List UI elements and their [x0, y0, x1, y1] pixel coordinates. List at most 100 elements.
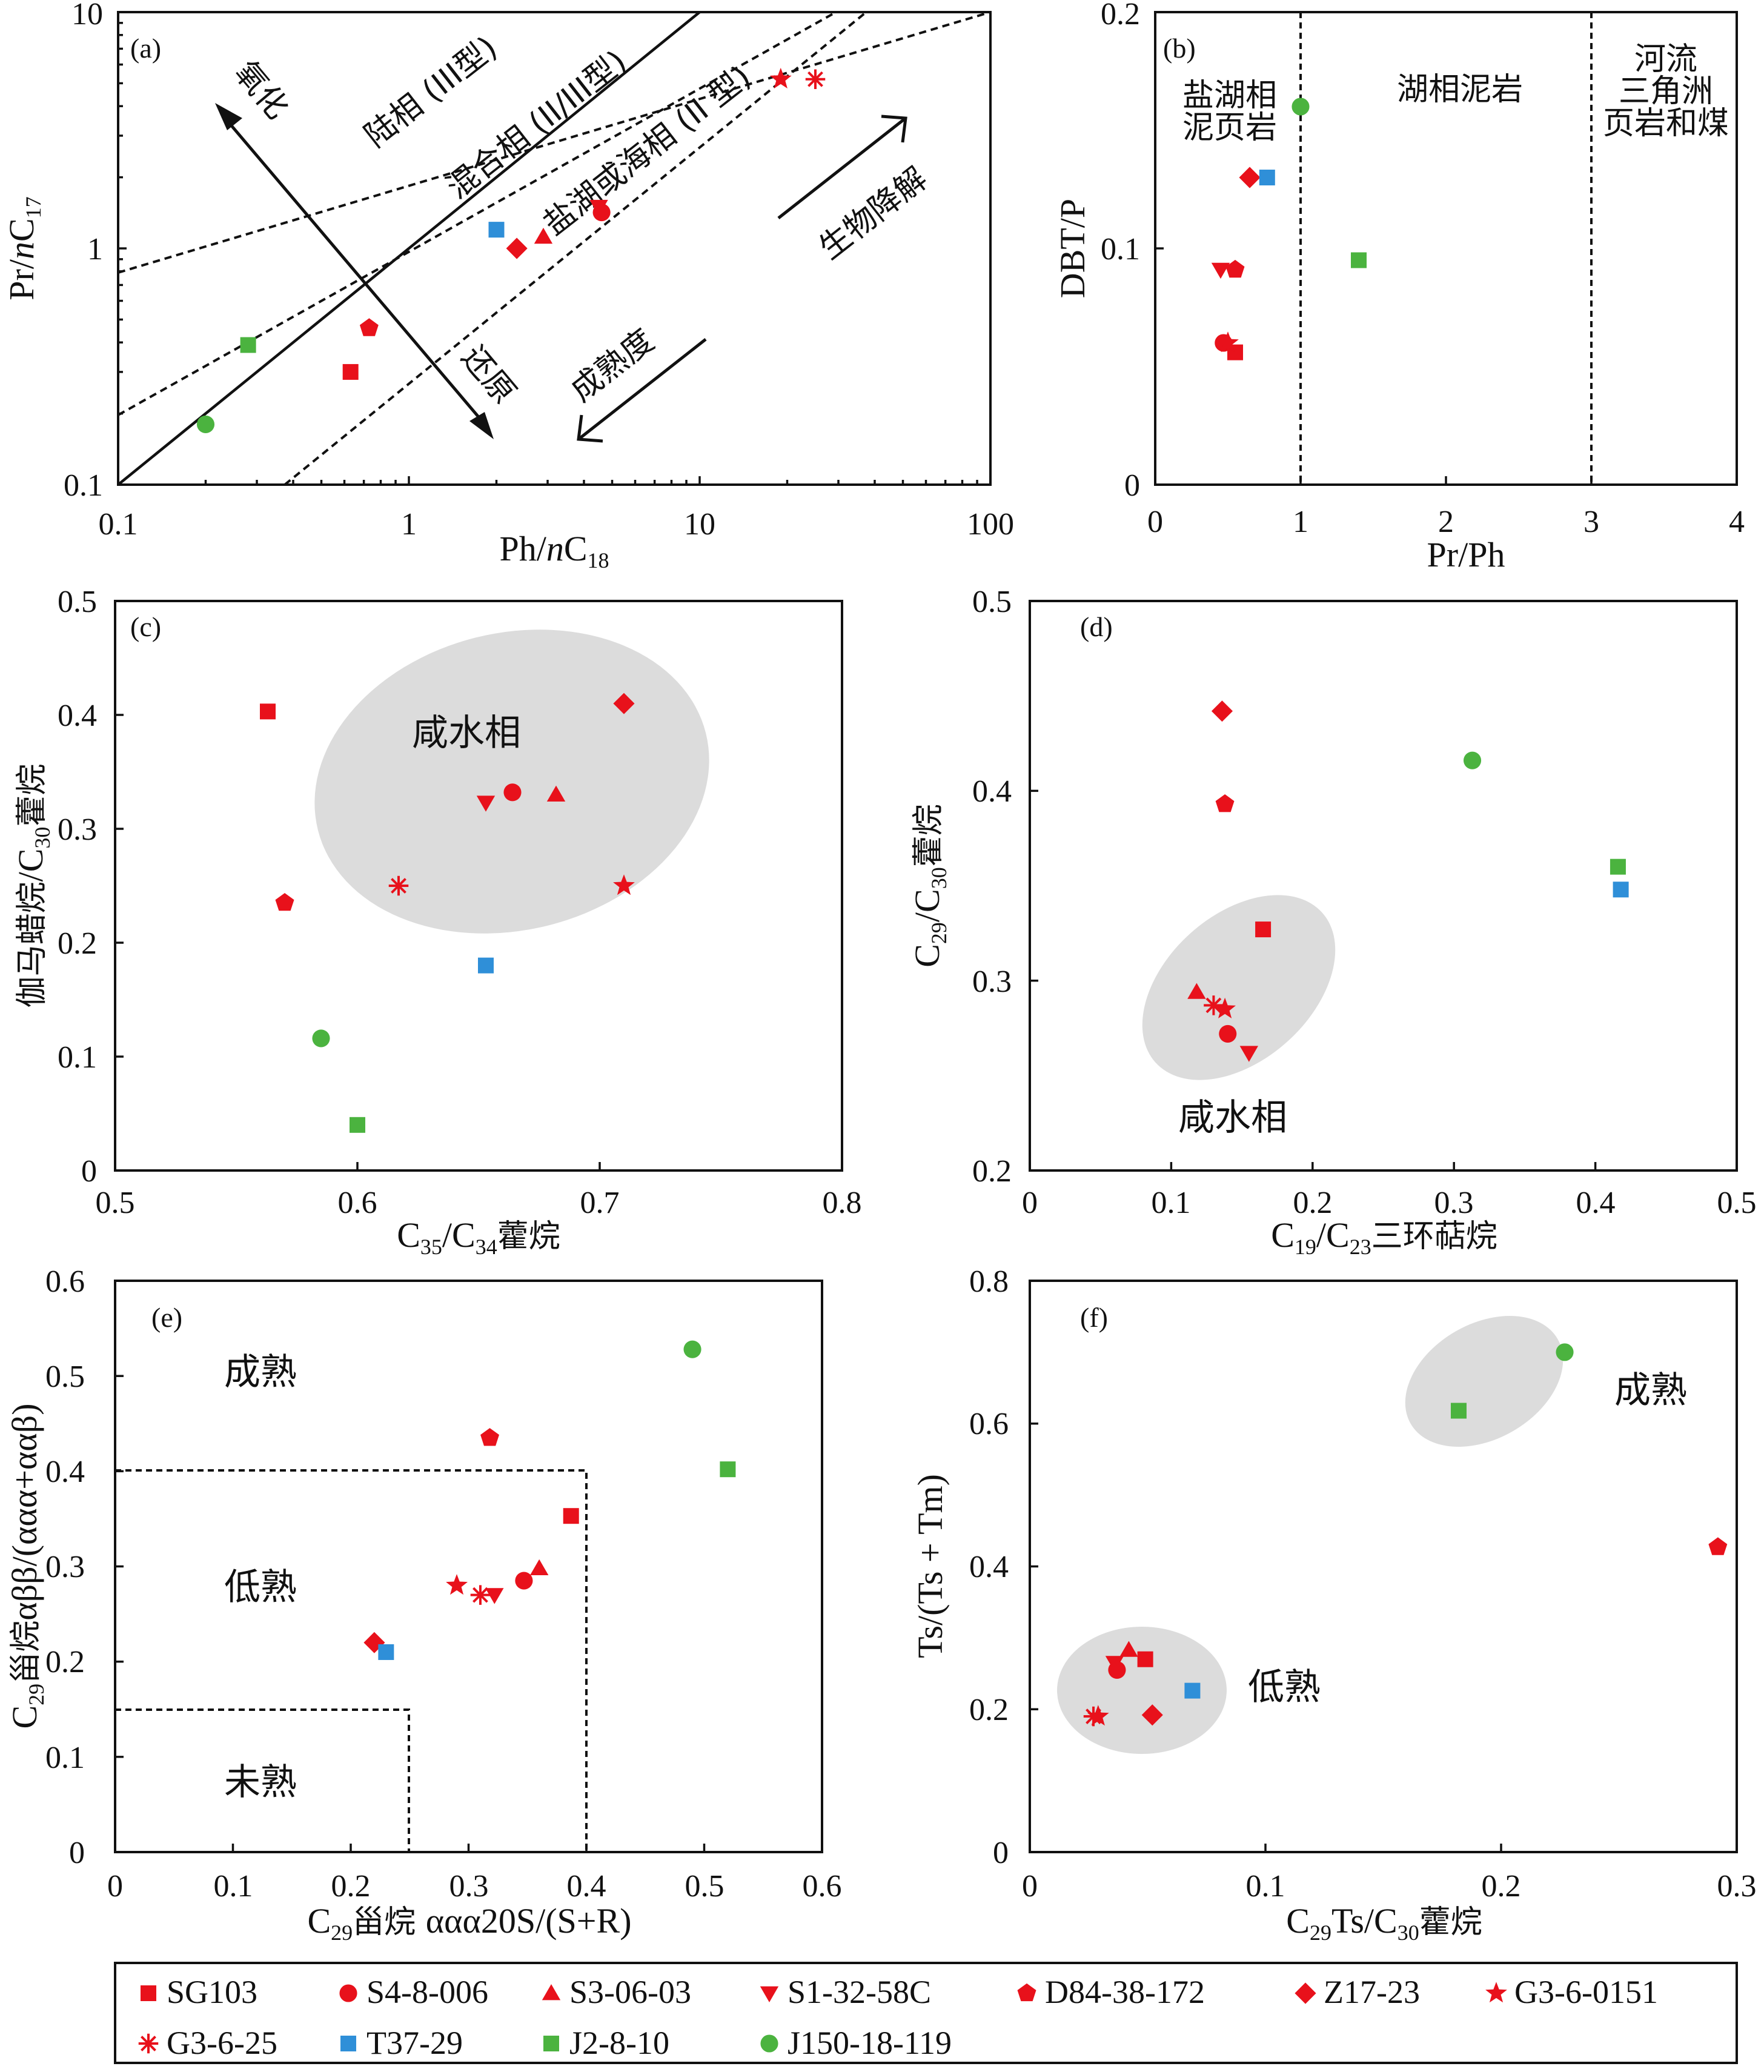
- arrow-head-reduction: [469, 412, 494, 439]
- data-point-g3-6-25: [388, 875, 409, 896]
- legend-marker-s1-32-58c: [760, 1986, 779, 2002]
- panel-f: (f) 成熟 低熟 0 0.1 0.2 0.3 0 0.2 0.4 0.6 0.…: [910, 1264, 1757, 1945]
- panel-b-axes: 0 1 2 3 4 0 0.1 0.2: [1101, 0, 1745, 539]
- panel-d-ytick: 0.3: [972, 965, 1012, 999]
- data-point-t37-29: [478, 957, 494, 974]
- panel-tick-marks: [114, 600, 843, 1172]
- zone-label-delta: 三角洲: [1619, 73, 1713, 110]
- data-point-s1-32-58c: [476, 795, 496, 812]
- data-point-s3-06-03: [534, 227, 553, 244]
- data-point-j150-18-119: [312, 1029, 330, 1048]
- data-point-d84-38-172: [1708, 1537, 1728, 1555]
- panel-b-ytick: 0: [1124, 468, 1140, 503]
- panel-c-xtick: 0.6: [338, 1186, 377, 1220]
- panel-f-xlabel: C29Ts/C30藿烷: [1286, 1901, 1482, 1945]
- legend-label: D84-38-172: [1045, 1974, 1205, 2010]
- data-point-g3-6-0151: [446, 1574, 468, 1595]
- panel-d-xlabel: C19/C23三环萜烷: [1271, 1215, 1497, 1259]
- panel-d-xtick: 0.5: [1717, 1186, 1757, 1220]
- legend-label: S1-32-58C: [788, 1974, 931, 2010]
- data-point-s3-06-03: [530, 1559, 549, 1575]
- legend-label: SG103: [167, 1974, 257, 2010]
- panel-d-xtick: 0.4: [1576, 1186, 1616, 1220]
- panel-d-xtick: 0.3: [1434, 1186, 1474, 1220]
- panel-f-label: (f): [1080, 1302, 1108, 1333]
- data-point-s1-32-58c: [1105, 1656, 1124, 1672]
- panel-d-zone-label: 咸水相: [1178, 1097, 1287, 1139]
- data-point-s1-32-58c: [485, 1588, 504, 1604]
- panel-e-xtick: 0: [107, 1869, 123, 1904]
- maturity-label: 成熟度: [564, 322, 661, 409]
- data-point-j2-8-10: [720, 1461, 736, 1478]
- panel-b-ylabel: DBT/P: [1053, 199, 1092, 298]
- panel-d-ytick: 0.4: [972, 774, 1012, 809]
- panel-c-xtick: 0.8: [823, 1186, 862, 1220]
- data-point-sg103: [260, 703, 276, 720]
- zone-label-low-mature: 低熟: [1248, 1666, 1321, 1708]
- zone-label-immature: 未熟: [224, 1761, 297, 1804]
- legend-label: T37-29: [366, 2025, 463, 2061]
- legend-marker-sg103: [141, 1985, 156, 2001]
- panel-a-xtick: 10: [684, 507, 715, 542]
- panel-tick-marks: [117, 11, 992, 486]
- data-point-s1-32-58c: [1211, 262, 1230, 279]
- data-point-z17-23: [1239, 167, 1261, 188]
- panel-c-zone-label: 咸水相: [412, 712, 521, 754]
- panel-f-ytick: 0.2: [969, 1693, 1009, 1727]
- panel-e-ytick: 0.4: [45, 1455, 85, 1489]
- data-point-z17-23: [506, 237, 528, 259]
- panel-e-ytick: 0: [69, 1836, 85, 1870]
- panel-d-saline-zone: [1142, 895, 1336, 1080]
- data-point-sg103: [1255, 921, 1272, 938]
- panel-c-ytick: 0.1: [58, 1040, 97, 1075]
- zone-label-shale-coal: 页岩和煤: [1603, 105, 1729, 142]
- panel-c-ylabel: 伽马蜡烷/C30藿烷: [11, 764, 55, 1008]
- oxidation-label: 氧化: [227, 55, 296, 126]
- legend-marker-g3-6-25: [138, 2033, 159, 2054]
- data-point-g3-6-0151: [769, 67, 792, 88]
- data-point-s3-06-03: [1187, 983, 1206, 999]
- panel-e-frame: [114, 1280, 823, 1853]
- data-point-sg103: [1137, 1651, 1153, 1667]
- panel-f-xtick: 0.3: [1717, 1869, 1757, 1904]
- data-point-z17-23: [363, 1632, 385, 1653]
- panel-b-xtick: 2: [1438, 505, 1454, 539]
- panel-d-axes: 0 0.1 0.2 0.3 0.4 0.5 0.2 0.3 0.4 0.5: [972, 585, 1757, 1220]
- data-points: [114, 11, 1738, 1853]
- data-point-z17-23: [1141, 1704, 1163, 1726]
- zone-label-low-mature: 低熟: [224, 1566, 297, 1609]
- panel-d-ylabel: C29/C30藿烷: [907, 804, 951, 968]
- legend-markers: [138, 1982, 1507, 2054]
- panel-f-xtick: 0.1: [1246, 1869, 1285, 1904]
- panel-b-xtick: 3: [1583, 505, 1599, 539]
- panel-d-ytick: 0.2: [972, 1154, 1012, 1189]
- panel-e-ytick: 0.6: [45, 1264, 85, 1299]
- panel-a-xtick: 1: [401, 507, 417, 542]
- panel-c-frame: [114, 600, 843, 1172]
- panel-e-axes: 0 0.1 0.2 0.3 0.4 0.5 0.6 0 0.1 0.2 0.3 …: [45, 1264, 842, 1904]
- panel-c-ytick: 0.5: [58, 585, 97, 619]
- data-point-g3-6-25: [1083, 1706, 1104, 1727]
- panel-f-ytick: 0.4: [969, 1550, 1009, 1584]
- data-point-z17-23: [613, 692, 635, 714]
- panel-b-xlabel: Pr/Ph: [1427, 535, 1505, 574]
- panel-c: 咸水相 (c) 0.5 0.6 0.7 0.8 0 0.1 0.2 0.3 0.…: [11, 585, 862, 1259]
- legend-marker-s3-06-03: [542, 1984, 561, 2001]
- panel-f-xtick: 0.2: [1482, 1869, 1521, 1904]
- panel-e-xtick: 0.5: [685, 1869, 724, 1904]
- panel-d-xtick: 0: [1022, 1186, 1038, 1220]
- data-point-g3-6-0151: [1214, 997, 1236, 1018]
- panel-d-xtick: 0.1: [1152, 1186, 1191, 1220]
- panel-b-xtick: 1: [1293, 505, 1308, 539]
- zone-label-mature: 成熟: [1614, 1369, 1687, 1412]
- panel-e-ytick: 0.1: [45, 1741, 85, 1775]
- legend-marker-g3-6-0151: [1485, 1982, 1507, 2003]
- panel-b-ytick: 0.1: [1101, 232, 1140, 267]
- panel-b-xtick: 0: [1147, 505, 1163, 539]
- panel-e-xtick: 0.3: [449, 1869, 489, 1904]
- data-point-j2-8-10: [1351, 252, 1367, 268]
- panel-e-xtick: 0.1: [214, 1869, 253, 1904]
- data-point-t37-29: [1259, 170, 1275, 185]
- data-point-t37-29: [488, 222, 505, 238]
